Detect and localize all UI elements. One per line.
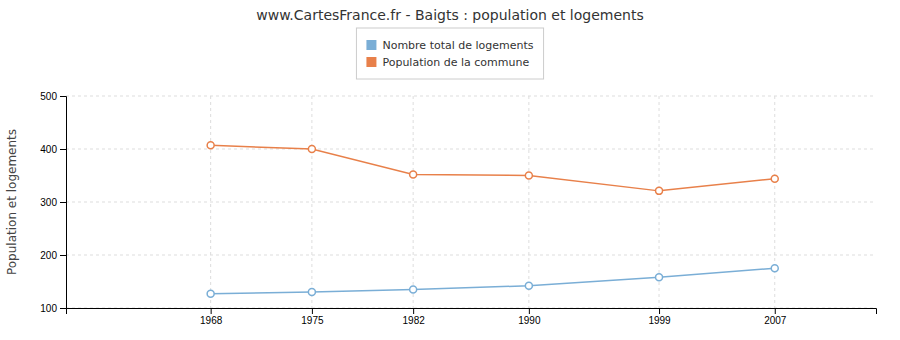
point (771, 175, 778, 182)
point (525, 172, 532, 179)
x-tick-label: 1999 (648, 315, 671, 326)
y-tick: 200 (40, 250, 66, 261)
grid-line-y (66, 149, 876, 150)
y-tick-mark (60, 149, 66, 150)
x-tick-label: 1975 (301, 315, 324, 326)
point (207, 142, 214, 149)
grid-line-x (413, 96, 414, 308)
y-tick-mark (60, 255, 66, 256)
point (656, 274, 663, 281)
x-tick-mark (775, 308, 776, 314)
y-tick-mark (60, 202, 66, 203)
x-axis-line (67, 309, 877, 315)
title: www.CartesFrance.fr - Baigts : populatio… (256, 7, 643, 23)
plot: 1968 1975 1982 1990 1999 2007 100 200 300 400 500 (40, 91, 876, 326)
y-axis-line (60, 97, 67, 309)
y-tick-label: 500 (40, 91, 57, 102)
y-tick-label: 200 (40, 250, 57, 261)
y-tick-label: 400 (40, 144, 57, 155)
y-tick: 500 (40, 91, 66, 102)
x-tick-label: 1982 (403, 315, 426, 326)
y-axis: 100 200 300 400 500 (40, 91, 66, 314)
marks (207, 142, 778, 297)
x-tick-mark (413, 308, 414, 314)
y-tick-label: 300 (40, 197, 57, 208)
legend-label: Nombre total de logements (382, 39, 533, 52)
legend-label: Population de la commune (382, 56, 529, 69)
x-tick-mark (659, 308, 660, 314)
x-tick-mark (529, 308, 530, 314)
point (308, 289, 315, 296)
point (207, 290, 214, 297)
grid-line-y (66, 96, 876, 97)
legend-item: Nombre total de logements (366, 39, 533, 52)
x-tick: 1968 (200, 308, 223, 326)
grid-line-x (210, 96, 211, 308)
legend: Nombre total de logements Population de l… (356, 28, 543, 79)
grid-line-x (774, 96, 775, 308)
legend-item: Population de la commune (366, 56, 529, 69)
x-tick: 1982 (403, 308, 426, 326)
y-tick: 100 (40, 303, 66, 314)
series-line (211, 145, 775, 191)
grid (66, 96, 876, 308)
x-tick-label: 2007 (764, 315, 787, 326)
grid-line-x (528, 96, 529, 308)
y-tick-mark (60, 308, 66, 309)
grid-line-x (311, 96, 312, 308)
grid-line-y (66, 255, 876, 256)
point (525, 282, 532, 289)
x-tick: 1999 (648, 308, 671, 326)
series-line (211, 268, 775, 293)
x-tick: 2007 (764, 308, 787, 326)
x-tick-label: 1990 (518, 315, 541, 326)
x-tick: 1990 (518, 308, 541, 326)
point (410, 286, 417, 293)
x-tick: 1975 (301, 308, 324, 326)
grid-line-y (66, 202, 876, 203)
y-tick: 400 (40, 144, 66, 155)
x-tick-label: 1968 (200, 315, 223, 326)
legend-box (356, 28, 543, 79)
point (771, 265, 778, 272)
legend-swatch (366, 40, 376, 50)
y-tick-label: 100 (40, 303, 57, 314)
y-axis-title: Population et logements (5, 129, 19, 275)
x-axis: 1968 1975 1982 1990 1999 2007 (67, 308, 877, 326)
chart: www.CartesFrance.fr - Baigts : populatio… (0, 0, 900, 340)
x-tick-mark (312, 308, 313, 314)
point (656, 187, 663, 194)
legend-swatch (366, 57, 376, 67)
point (308, 146, 315, 153)
x-tick-mark (211, 308, 212, 314)
y-tick-mark (60, 96, 66, 97)
y-tick: 300 (40, 197, 66, 208)
point (410, 171, 417, 178)
